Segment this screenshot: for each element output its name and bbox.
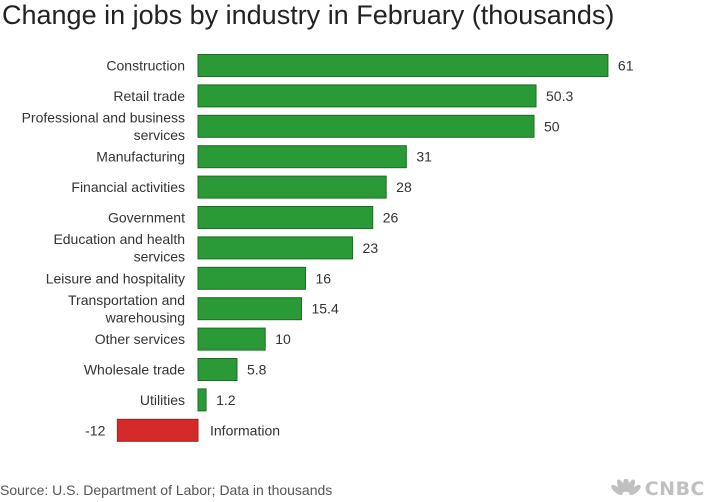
category-label-4: Financial activities [71,179,185,195]
bar-9 [197,327,266,351]
bar-1 [197,84,537,108]
bar-10 [197,358,238,381]
bar-2 [197,114,535,138]
category-label-5: Government [108,210,185,226]
category-label-2: Professional and business services [22,110,185,144]
category-label-9: Other services [95,331,185,347]
bar-7 [197,266,307,290]
nbc-peacock-icon [611,479,641,496]
category-label-8: Transportation and warehousing [68,292,185,326]
category-label-10: Wholesale trade [84,362,185,378]
bar-12 [116,418,199,442]
category-label-7: Leisure and hospitality [46,270,185,286]
source-note: Source: U.S. Department of Labor; Data i… [0,482,333,498]
bar-6 [197,236,354,260]
category-label-3: Manufacturing [96,149,185,165]
category-label-11: Utilities [140,392,185,408]
bar-0 [197,54,609,77]
value-label-8: 15.4 [311,301,338,317]
category-label-12: Information [210,422,280,438]
value-label-7: 16 [316,270,332,286]
value-label-12: -12 [85,422,105,438]
bar-8 [197,297,302,321]
category-label-1: Retail trade [113,88,185,104]
value-label-3: 31 [416,149,432,165]
value-label-10: 5.8 [247,362,267,378]
bar-chart: 61 Construction 50.3 Retail trade 50 Professi… [22,54,634,442]
chart-title: Change in jobs by industry in February (… [2,0,615,30]
value-label-11: 1.2 [216,392,236,408]
bar-5 [197,206,374,229]
value-label-0: 61 [618,58,634,74]
bar-4 [197,175,387,199]
value-label-2: 50 [544,118,560,134]
value-label-1: 50.3 [546,88,573,104]
value-label-6: 23 [363,240,379,256]
value-label-9: 10 [275,331,291,347]
cnbc-wordmark: CNBC [644,478,705,500]
bar-11 [197,388,207,412]
category-label-0: Construction [106,58,185,74]
value-label-5: 26 [383,210,399,226]
cnbc-logo: CNBC [611,478,705,500]
value-label-4: 28 [396,179,412,195]
category-label-6: Education and health services [53,231,185,265]
bar-3 [197,145,407,169]
